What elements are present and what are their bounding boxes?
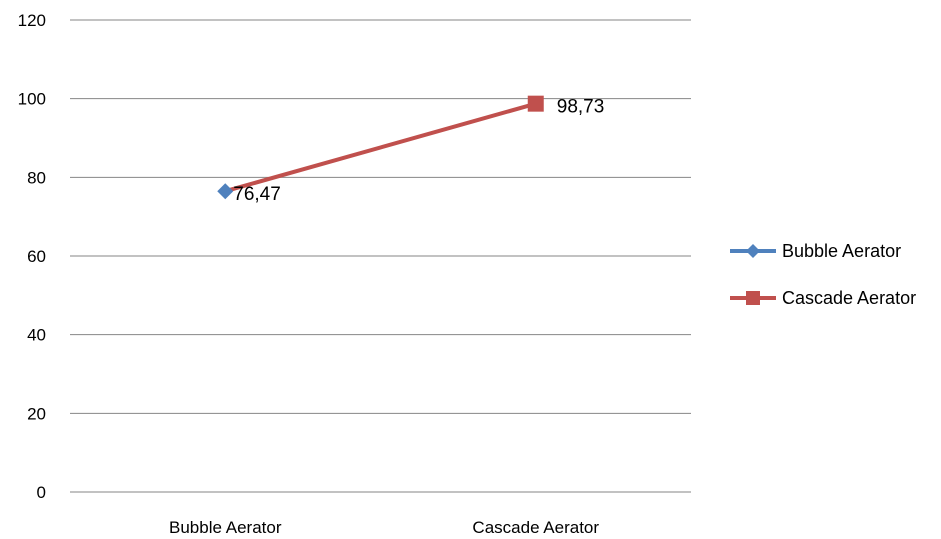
y-tick-label: 0 [37, 483, 46, 502]
y-tick-label: 60 [27, 247, 46, 266]
x-tick-label: Bubble Aerator [169, 518, 282, 537]
data-point [217, 183, 234, 200]
data-label: 76,47 [233, 184, 281, 205]
legend-square-marker [746, 291, 760, 305]
data-label: 98,73 [557, 97, 605, 118]
legend: Bubble Aerator Cascade Aerator [730, 241, 916, 308]
x-axis-ticks: Bubble Aerator Cascade Aerator [169, 518, 599, 537]
y-tick-label: 40 [27, 326, 46, 345]
data-point [527, 95, 544, 112]
plot-area: 76,47 98,73 [217, 95, 605, 205]
series-line [223, 101, 538, 194]
legend-label: Cascade Aerator [782, 288, 916, 308]
gridlines [70, 19, 691, 414]
y-tick-label: 80 [27, 168, 46, 187]
y-axis-ticks: 0 20 40 60 80 100 120 [18, 11, 46, 502]
legend-diamond-marker [746, 244, 760, 258]
y-tick-label: 20 [27, 404, 46, 423]
y-tick-label: 100 [18, 90, 46, 109]
y-tick-label: 120 [18, 11, 46, 30]
x-tick-label: Cascade Aerator [472, 518, 599, 537]
legend-label: Bubble Aerator [782, 241, 901, 261]
